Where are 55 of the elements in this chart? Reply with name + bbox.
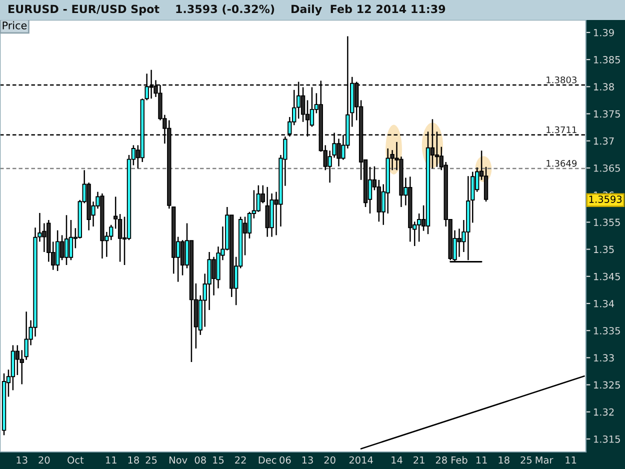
x-tick-label: 25 (146, 456, 157, 464)
candlestick (256, 184, 261, 213)
candlestick (484, 166, 488, 202)
x-tick-label: 20 (324, 456, 336, 464)
x-tick-label: 21 (414, 456, 424, 464)
annotation: Price (2, 21, 27, 30)
x-tick-label: 20 (38, 456, 50, 464)
y-tick-label: 1.355 (594, 218, 620, 226)
candlestick (180, 239, 185, 276)
x-tick-label: 18 (498, 456, 510, 464)
candlestick (416, 212, 422, 242)
x-tick-label: 2014 (349, 456, 373, 464)
y-tick-label: 1.375 (594, 110, 620, 118)
candlestick (310, 86, 314, 128)
x-tick-label: Nov (170, 456, 188, 464)
x-tick-label: 22 (235, 456, 246, 464)
x-tick-label: 18 (128, 456, 139, 464)
x-tick-label: 11 (566, 456, 576, 464)
y-tick-label: 1.35 (594, 246, 614, 254)
x-tick-label: Oct (68, 456, 84, 464)
y-tick-label: 1.34 (594, 300, 614, 308)
y-tick-label: 1.33 (594, 354, 614, 362)
x-tick-label: 13 (302, 456, 313, 464)
x-tick-label: Mar (536, 456, 554, 464)
y-tick-label: 1.345 (594, 272, 620, 280)
x-tick-label: 15 (213, 456, 224, 464)
candlestick (247, 211, 252, 240)
x-tick-label: 11 (106, 456, 116, 464)
text: 1.3593 (589, 196, 622, 203)
candlestick (68, 219, 74, 261)
y-tick-label: 1.32 (594, 408, 614, 416)
y-tick-label: 1.325 (594, 381, 620, 389)
x-tick-label: 06 (280, 456, 291, 464)
candlestick (64, 214, 69, 266)
x-tick-label: 08 (194, 456, 206, 464)
y-tick-label: 1.39 (594, 28, 614, 36)
x-tick-label: 13 (16, 456, 28, 464)
y-tick-label: 1.315 (594, 435, 620, 443)
ref-line-label: 1.3649 (546, 160, 577, 167)
ref-line-label: 1.3803 (546, 76, 576, 84)
ref-line-label: 1.3711 (546, 126, 576, 134)
y-tick-label: 1.335 (594, 327, 620, 334)
y-tick-label: 1.38 (594, 83, 614, 90)
y-tick-label: 1.385 (594, 56, 620, 64)
y-tick-label: 1.365 (594, 164, 620, 172)
x-tick-label: Dec (258, 456, 276, 464)
x-tick-label: 25 (520, 456, 532, 464)
x-tick-label: 14 (392, 456, 402, 464)
x-tick-label: Feb (452, 456, 468, 464)
y-tick-label: 1.37 (594, 137, 614, 145)
chart-title: EURUSD - EUR/USD Spot 1.3593 (-0.32%) Daily Feb 12 2014 11:39 (8, 4, 446, 16)
x-tick-label: 28 (436, 456, 447, 464)
x-tick-label: 11 (476, 456, 487, 464)
candlestick (55, 230, 60, 272)
candlestick (118, 213, 122, 262)
